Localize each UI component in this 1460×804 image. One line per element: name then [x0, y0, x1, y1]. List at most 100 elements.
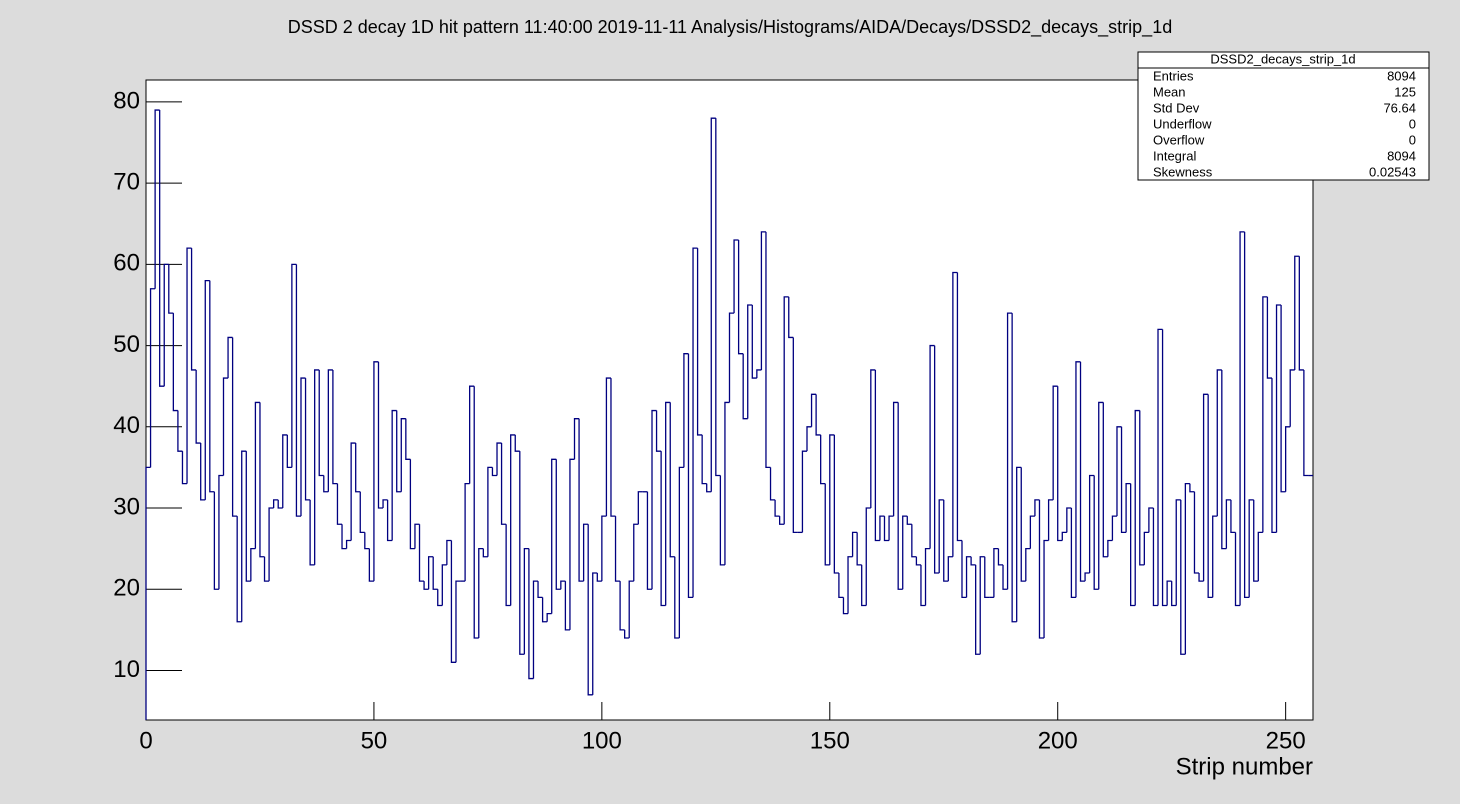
histogram-bin: [327, 369, 333, 492]
histogram-bin: [209, 280, 215, 493]
histogram-bin: [487, 466, 493, 557]
histogram-bin: [778, 516, 785, 525]
histogram-bin: [929, 344, 935, 549]
histogram-bin: [678, 466, 684, 638]
x-tick-label: 150: [810, 727, 850, 754]
histogram-bin: [446, 539, 452, 565]
histogram-bin: [783, 296, 789, 525]
histogram-bin: [227, 336, 233, 379]
histogram-bin: [1289, 369, 1295, 427]
histogram-bin: [984, 556, 990, 599]
histogram-bin: [1189, 483, 1195, 493]
histogram-bin: [774, 499, 780, 517]
histogram-bin: [263, 556, 270, 582]
histogram-bin: [961, 540, 967, 599]
histogram-bin: [427, 556, 434, 590]
histogram-bin: [1161, 329, 1168, 607]
histogram-bin: [1139, 410, 1145, 566]
histogram-bin: [824, 483, 830, 566]
histogram-bin: [956, 272, 962, 542]
histogram-bin: [204, 279, 210, 500]
y-tick-label: 60: [113, 250, 140, 277]
histogram-bin: [172, 313, 178, 412]
histogram-bin: [997, 548, 1004, 566]
histogram-bin: [277, 499, 283, 509]
histogram-bin: [933, 345, 940, 574]
histogram-bin: [1075, 361, 1081, 598]
histogram-bin: [400, 418, 406, 492]
stats-label: Underflow: [1153, 116, 1212, 131]
histogram-bin: [295, 264, 301, 517]
x-tick-label: 200: [1038, 727, 1078, 754]
histogram-bin: [788, 296, 794, 339]
histogram-bin: [391, 409, 397, 541]
histogram-bin: [1093, 475, 1099, 590]
histogram-bin: [514, 434, 520, 452]
histogram-bin: [715, 118, 721, 477]
stats-value: 0: [1409, 116, 1416, 131]
histogram-bin: [660, 451, 666, 607]
histogram-bin: [1262, 296, 1268, 533]
histogram-bin: [1171, 581, 1177, 607]
histogram-bin: [1175, 499, 1181, 606]
histogram-bin: [924, 547, 931, 606]
histogram-bin: [751, 304, 757, 379]
histogram-bin: [241, 450, 247, 622]
x-tick-label: 250: [1266, 727, 1306, 754]
histogram-bin: [1152, 508, 1159, 607]
histogram-bin: [651, 409, 657, 590]
histogram-bin: [792, 337, 798, 534]
histogram-bin: [541, 597, 548, 623]
histogram-bin: [272, 499, 279, 509]
histogram-bin: [282, 434, 288, 509]
histogram-bin: [364, 532, 370, 550]
histogram-bin: [1102, 402, 1108, 558]
x-tick-label: 0: [139, 727, 152, 754]
histogram-bin: [633, 523, 639, 582]
histogram-bin: [432, 556, 438, 590]
histogram-bin: [286, 434, 292, 469]
y-tick-label: 50: [113, 331, 140, 358]
histogram-bin: [1116, 426, 1122, 517]
chart-title: DSSD 2 decay 1D hit pattern 11:40:00 201…: [288, 17, 1172, 38]
histogram-bin: [478, 547, 484, 638]
histogram-bin: [1020, 467, 1026, 582]
histogram-bin: [920, 564, 926, 607]
histogram-bin: [546, 612, 552, 622]
histogram-bin: [345, 539, 352, 549]
histogram-bin: [168, 264, 174, 314]
histogram-bin: [195, 369, 201, 444]
histogram-bin: [560, 580, 566, 590]
histogram-bin: [601, 515, 607, 582]
histogram-bin: [847, 556, 853, 614]
y-tick-label: 10: [113, 656, 140, 683]
histogram-bin: [154, 109, 160, 289]
stats-value: 0.02543: [1369, 164, 1416, 179]
histogram-bin: [1107, 539, 1113, 557]
histogram-bin: [409, 459, 415, 550]
x-tick-label: 100: [582, 727, 622, 754]
histogram-bin: [1070, 508, 1076, 599]
histogram-bin: [218, 474, 224, 590]
histogram-bin: [551, 458, 557, 614]
histogram-bin: [1212, 515, 1218, 598]
histogram-bin: [655, 410, 662, 452]
histogram-bin: [464, 483, 470, 582]
histogram-bin: [1221, 369, 1227, 550]
histogram-bin: [450, 540, 456, 663]
stats-label: Integral: [1153, 148, 1196, 163]
histogram-bin: [760, 231, 766, 370]
histogram-bin: [491, 467, 498, 477]
histogram-bin: [213, 491, 219, 590]
histogram-bin: [1043, 539, 1049, 638]
histogram-bin: [341, 524, 347, 550]
histogram-bin: [1253, 499, 1259, 582]
histogram-bin: [396, 410, 402, 493]
histogram-bin: [665, 401, 671, 606]
histogram-bin: [610, 378, 616, 517]
histogram-bin: [200, 443, 206, 501]
histogram-bin: [159, 110, 165, 387]
histogram-bin: [810, 393, 817, 427]
histogram-bin: [1294, 255, 1300, 370]
histogram-bin: [1011, 313, 1017, 623]
